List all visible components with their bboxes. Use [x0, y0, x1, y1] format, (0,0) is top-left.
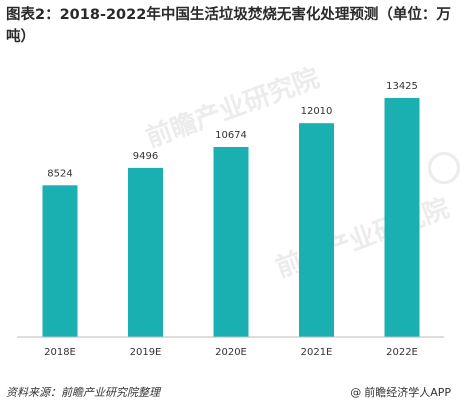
data-label-2020E: 10674: [215, 130, 247, 141]
bar-2018E: [42, 185, 78, 337]
at-icon: @: [350, 385, 362, 399]
data-label-2022E: 13425: [386, 81, 418, 92]
credit: @ 前瞻经济学人APP: [350, 384, 451, 400]
source-note: 资料来源：前瞻产业研究院整理: [6, 386, 160, 399]
bars-group: 8524 2018E 9496 2019E 10674 2020E 12010 2021E 13…: [42, 81, 420, 358]
data-label-2018E: 8524: [47, 168, 72, 179]
bar-2021E: [299, 123, 334, 337]
bar-2020E: [213, 147, 249, 337]
data-label-2019E: 9496: [133, 151, 158, 162]
x-tick-label-2021E: 2021E: [301, 347, 333, 358]
x-tick-label-2020E: 2020E: [215, 347, 247, 358]
x-tick-label-2019E: 2019E: [130, 347, 162, 358]
data-label-2021E: 12010: [301, 106, 333, 117]
watermark-logo-icon: [428, 152, 460, 184]
x-tick-label-2018E: 2018E: [44, 347, 76, 358]
bar-2019E: [128, 167, 163, 337]
credit-label: 前瞻经济学人APP: [364, 386, 451, 399]
chart-title: 图表2：2018-2022年中国生活垃圾焚烧无害化处理预测（单位：万吨）: [6, 7, 451, 45]
bar-2022E: [384, 98, 420, 337]
x-tick-label-2022E: 2022E: [386, 347, 418, 358]
